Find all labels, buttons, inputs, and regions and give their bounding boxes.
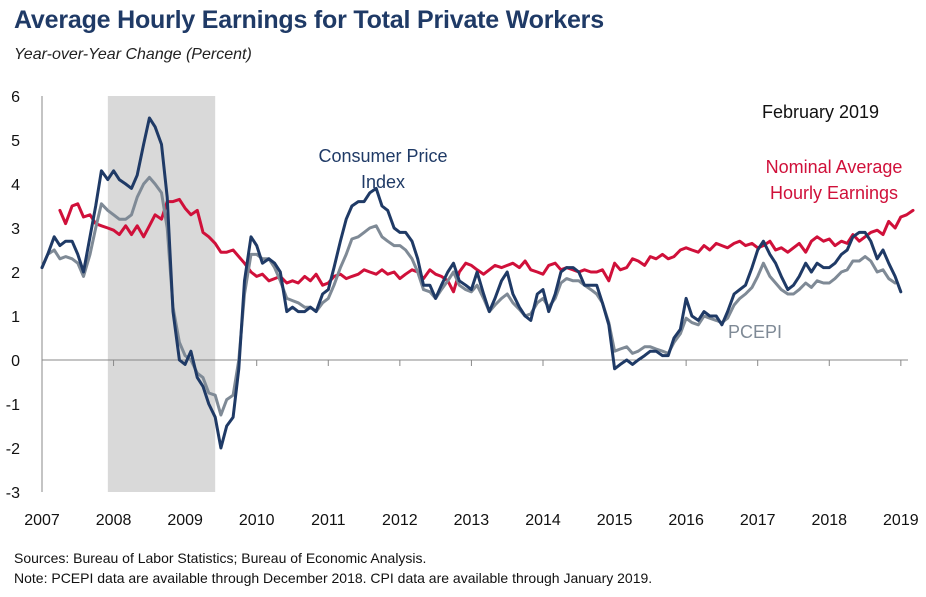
x-tick-label: 2009: [167, 512, 203, 529]
y-tick-label: 6: [11, 89, 20, 106]
sources-text: Sources: Bureau of Labor Statistics; Bur…: [14, 550, 427, 566]
x-tick-label: 2015: [597, 512, 633, 529]
chart-title: Average Hourly Earnings for Total Privat…: [14, 6, 604, 34]
cpi-label-line-2: Index: [361, 172, 405, 192]
x-tick-label: 2016: [668, 512, 704, 529]
x-axis: 2007 2008 2009 2010 2011 2012 2013 2014 2015 2016…: [24, 359, 919, 529]
x-tick-label: 2011: [311, 512, 346, 529]
y-tick-label: 4: [11, 177, 20, 194]
pcepi-label: PCEPI: [728, 322, 782, 342]
y-tick-label: 2: [11, 265, 20, 282]
y-tick-label: -3: [6, 485, 20, 502]
y-tick-label: -1: [6, 397, 20, 414]
series-line-pcepi: [40, 175, 897, 417]
x-tick-label: 2007: [24, 512, 60, 529]
y-tick-label: 5: [11, 133, 20, 150]
series-layer: [40, 116, 915, 450]
chart-subtitle: Year-over-Year Change (Percent): [14, 46, 252, 63]
earnings-label-line-2: Hourly Earnings: [770, 183, 898, 203]
cpi-label-line-1: Consumer Price: [318, 146, 447, 166]
earnings-label-line-1: Nominal Average: [766, 157, 903, 177]
x-tick-label: 2012: [382, 512, 418, 529]
x-tick-label: 2018: [811, 512, 847, 529]
date-label: February 2019: [762, 102, 879, 122]
y-axis: 6 5 4 3 2 1 0 -1 -2 -3: [6, 89, 43, 502]
source-notes: Sources: Bureau of Labor Statistics; Bur…: [14, 548, 652, 588]
series-line-cpi: [40, 116, 903, 450]
annotations: February 2019 Consumer Price Index Nomin…: [318, 102, 902, 342]
y-tick-label: 1: [11, 309, 20, 326]
note-text: Note: PCEPI data are available through D…: [14, 570, 653, 586]
y-tick-label: 0: [11, 353, 20, 370]
x-tick-label: 2013: [454, 512, 490, 529]
x-tick-label: 2019: [883, 512, 919, 529]
x-tick-label: 2017: [740, 512, 776, 529]
x-tick-label: 2010: [239, 512, 275, 529]
y-tick-label: 3: [11, 221, 20, 238]
x-tick-label: 2014: [525, 512, 561, 529]
series-line-earnings: [58, 197, 915, 294]
x-tick-label: 2008: [96, 512, 132, 529]
recession-shading: [107, 96, 216, 492]
y-tick-label: -2: [6, 441, 20, 458]
